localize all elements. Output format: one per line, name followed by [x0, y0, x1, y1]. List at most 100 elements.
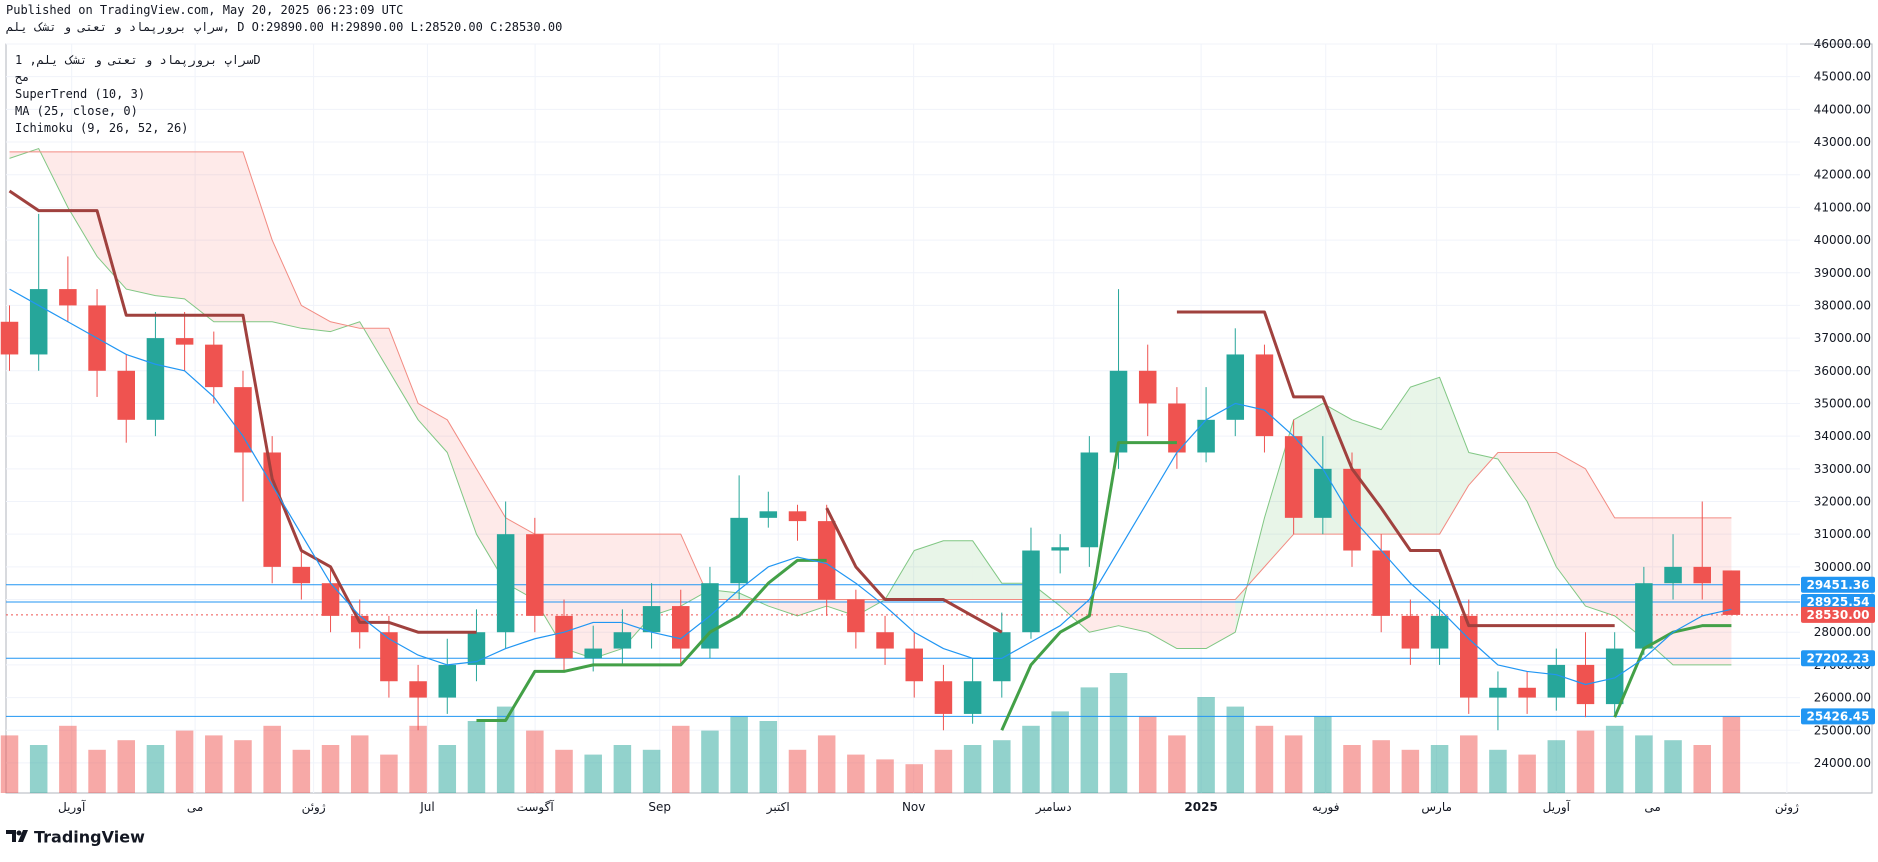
- cloud: [155, 151, 185, 299]
- logo-dot: [16, 830, 22, 836]
- cloud: [213, 151, 243, 322]
- cloud: [447, 419, 477, 535]
- level-box: [1801, 593, 1875, 610]
- volume-bar: [672, 725, 690, 793]
- cloud: [1702, 517, 1732, 665]
- volume-bar: [1314, 716, 1332, 793]
- candle-body: [234, 387, 252, 453]
- volume-bar: [59, 725, 77, 793]
- volume-bar: [292, 749, 311, 793]
- plot: [0, 43, 1800, 793]
- volume-bar: [350, 735, 369, 793]
- volume-bar: [1576, 730, 1595, 793]
- volume-bar: [555, 749, 573, 793]
- volume-bar: [1197, 697, 1215, 793]
- volume-bar: [29, 745, 48, 793]
- volume-bar: [1109, 673, 1128, 793]
- cloud: [1206, 599, 1236, 649]
- volume-bar: [788, 749, 807, 793]
- volume-bar: [321, 745, 340, 793]
- candle-body: [642, 606, 661, 633]
- legend-exchange: مح: [15, 70, 29, 84]
- cloud: [272, 240, 302, 329]
- volume-bar: [1284, 735, 1303, 793]
- volume-bar: [1518, 754, 1536, 793]
- legend-indicator: MA (25, close, 0): [15, 104, 138, 118]
- candle-body: [963, 681, 982, 714]
- x-tick-label: مارس: [1421, 800, 1452, 815]
- cloud: [1527, 452, 1557, 567]
- volume-bar: [175, 730, 194, 793]
- volume-bar: [1372, 740, 1390, 793]
- x-tick-label: آوریل: [1543, 799, 1571, 815]
- cloud: [67, 151, 98, 257]
- candle-body: [1722, 570, 1741, 615]
- volume-bar: [1226, 706, 1245, 793]
- candle-body: [934, 681, 953, 714]
- volume-bar: [1489, 749, 1507, 793]
- candle-body: [1255, 354, 1274, 437]
- cloud: [242, 151, 273, 322]
- span-a-line: [9, 148, 1732, 666]
- brand: TradingView: [34, 828, 145, 847]
- candle-body: [292, 566, 311, 584]
- candle-body: [380, 632, 398, 682]
- level-label: 25426.45: [1806, 709, 1869, 723]
- volume-bar: [146, 745, 165, 793]
- volume-bar: [613, 745, 632, 793]
- volume-bar: [1401, 749, 1420, 793]
- y-tick-label: 42000.00: [1814, 168, 1871, 182]
- volume-bar: [1693, 745, 1711, 793]
- volume-bar: [1459, 735, 1478, 793]
- candle-body: [1489, 687, 1507, 698]
- x-tick-label: می: [1644, 800, 1660, 814]
- volume-bar: [263, 725, 281, 793]
- cloud: [797, 599, 827, 616]
- y-tick-label: 39000.00: [1814, 266, 1871, 280]
- x-tick-label: آوریل: [58, 799, 86, 815]
- candle-body: [788, 511, 807, 522]
- candle-body: [905, 648, 923, 682]
- y-tick-label: 36000.00: [1814, 364, 1871, 378]
- cloud: [184, 151, 214, 322]
- volume-bar: [1080, 687, 1099, 793]
- legend-indicator: Ichimoku (9, 26, 52, 26): [15, 121, 188, 135]
- cloud: [388, 328, 419, 420]
- candle-body: [29, 289, 48, 355]
- candle-body: [584, 648, 602, 659]
- volume-bar: [817, 735, 836, 793]
- volume-bar: [759, 721, 778, 793]
- cloud: [1118, 599, 1148, 633]
- volume-bar: [584, 754, 602, 793]
- y-tick-label: 41000.00: [1814, 200, 1871, 214]
- volume-bar: [642, 749, 661, 793]
- volume-bar: [438, 745, 457, 793]
- cloud: [768, 599, 798, 616]
- candle-body: [1664, 566, 1682, 584]
- y-tick-label: 37000.00: [1814, 331, 1871, 345]
- y-tick-label: 44000.00: [1814, 102, 1871, 116]
- logo: [6, 830, 28, 842]
- candle-body: [1022, 550, 1040, 633]
- level-box: [1801, 606, 1875, 623]
- cloud: [126, 151, 156, 296]
- volume-bar: [0, 735, 19, 793]
- volume-bar: [1138, 716, 1157, 793]
- candle-body: [496, 534, 515, 633]
- cloud: [1176, 599, 1207, 649]
- candle-body: [993, 632, 1011, 682]
- y-tick-label: 28000.00: [1814, 625, 1871, 639]
- candle-body: [467, 632, 486, 665]
- y-tick-label: 26000.00: [1814, 691, 1871, 705]
- y-tick-label: 24000.00: [1814, 756, 1871, 770]
- y-tick-label: 35000.00: [1814, 396, 1871, 410]
- volume-bar: [1635, 735, 1653, 793]
- candle-body: [1635, 583, 1653, 649]
- cloud: [1673, 517, 1703, 665]
- cloud: [1089, 599, 1119, 633]
- candle-body: [350, 615, 369, 633]
- candle-body: [730, 517, 748, 584]
- candle-body: [1605, 648, 1624, 705]
